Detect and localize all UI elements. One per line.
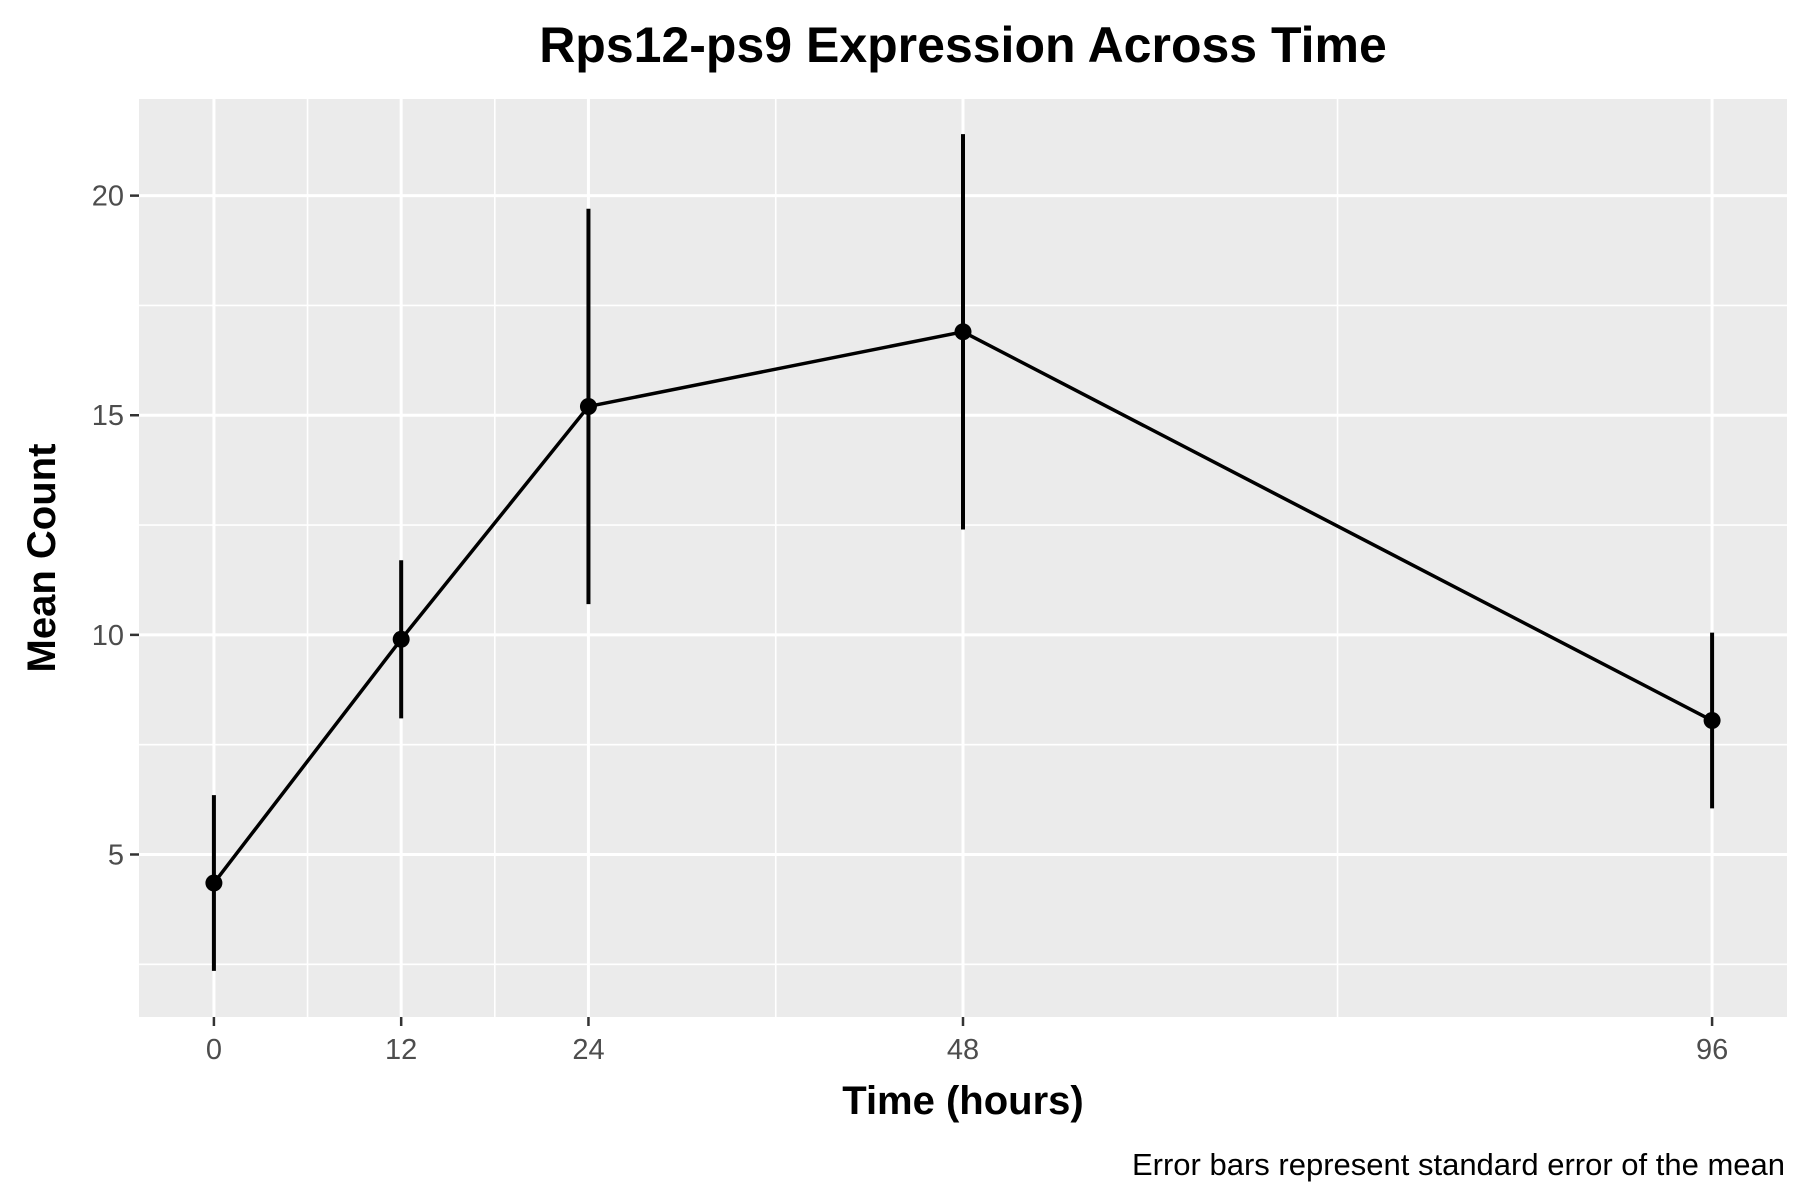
x-tick-label: 12 xyxy=(385,1034,417,1066)
y-tick-label: 15 xyxy=(92,400,124,432)
data-point xyxy=(954,323,972,341)
y-axis-title: Mean Count xyxy=(20,444,64,673)
x-tick-label: 0 xyxy=(206,1034,222,1066)
x-tick-label: 24 xyxy=(572,1034,604,1066)
x-axis: 0 12 24 48 96 xyxy=(206,1017,1728,1066)
data-point xyxy=(392,630,410,648)
chart-title: Rps12-ps9 Expression Across Time xyxy=(539,17,1387,73)
data-point xyxy=(1703,712,1721,730)
data-point xyxy=(205,874,223,892)
chart-caption: Error bars represent standard error of t… xyxy=(1132,1147,1785,1182)
y-axis: 5 10 15 20 xyxy=(92,181,139,871)
y-tick-label: 5 xyxy=(108,839,124,871)
y-tick-label: 20 xyxy=(92,181,124,213)
y-tick-label: 10 xyxy=(92,620,124,652)
data-point xyxy=(579,397,597,415)
data-points xyxy=(205,323,1721,892)
x-tick-label: 96 xyxy=(1696,1034,1728,1066)
x-axis-title: Time (hours) xyxy=(842,1079,1084,1123)
x-tick-label: 48 xyxy=(947,1034,979,1066)
